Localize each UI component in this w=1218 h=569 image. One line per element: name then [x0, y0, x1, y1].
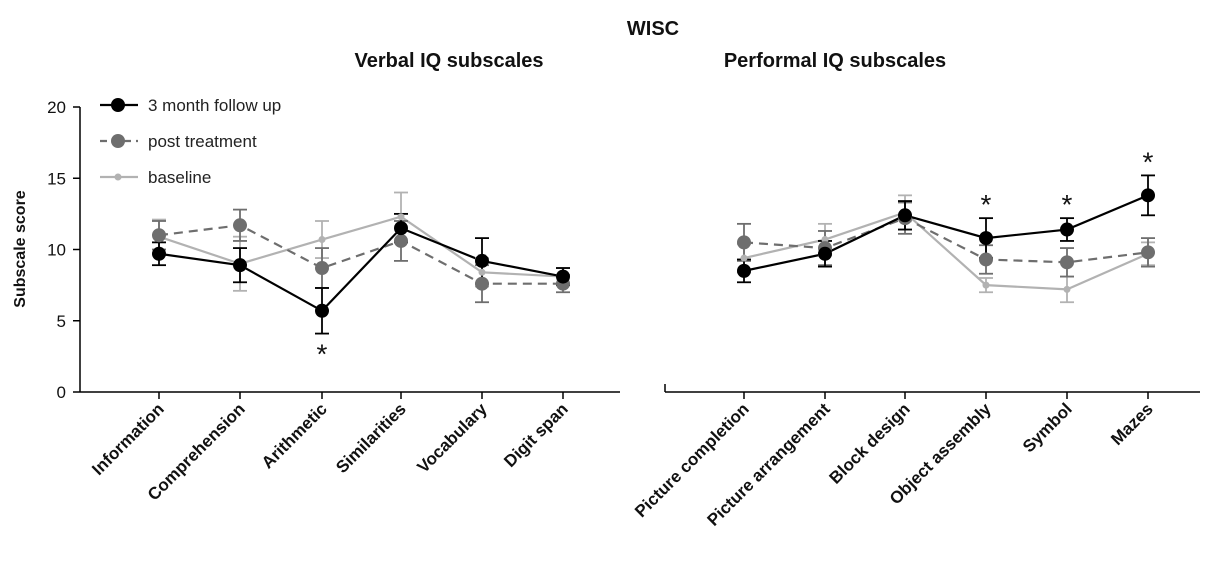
- data-point: [556, 269, 570, 284]
- legend-label: post treatment: [148, 132, 257, 151]
- data-point: [740, 254, 748, 262]
- data-point: [475, 253, 489, 268]
- x-category-label: Symbol: [1019, 399, 1076, 456]
- data-point: [821, 236, 829, 244]
- data-point: [394, 233, 408, 248]
- data-point: [1063, 285, 1071, 293]
- legend-swatch-marker: [111, 98, 125, 112]
- x-category-label: Mazes: [1107, 399, 1157, 449]
- data-point: [979, 252, 993, 267]
- data-point: [898, 208, 912, 223]
- data-point: [475, 276, 489, 291]
- y-tick-label: 15: [47, 169, 66, 188]
- series-line-0: [743, 194, 1149, 272]
- data-point: [233, 218, 247, 233]
- significance-star: *: [981, 189, 992, 220]
- y-tick-label: 0: [57, 383, 66, 402]
- series-line-2: [158, 215, 564, 278]
- series-lines: [158, 194, 1149, 313]
- data-point: [979, 231, 993, 246]
- chart-title: WISC: [627, 18, 679, 40]
- legend-swatch-marker: [111, 134, 125, 148]
- panel-subtitle-verbal: Verbal IQ subscales: [355, 50, 544, 72]
- series-line-2: [743, 211, 1149, 291]
- data-point: [315, 303, 329, 318]
- data-point: [1060, 255, 1074, 270]
- panel-subtitle-performal: Performal IQ subscales: [724, 50, 946, 72]
- data-markers: [152, 188, 1155, 318]
- significance-star: *: [1062, 189, 1073, 220]
- data-point: [152, 246, 166, 261]
- data-point: [1141, 188, 1155, 203]
- x-category-label: Vocabulary: [413, 399, 491, 477]
- legend-swatch-marker: [114, 173, 122, 181]
- data-point: [318, 236, 326, 244]
- data-point: [737, 263, 751, 278]
- data-point: [1141, 245, 1155, 260]
- axes: 0 5 10 15 20: [47, 98, 1200, 402]
- x-category-label: Similarities: [332, 399, 410, 477]
- legend: 3 month follow up post treatment baseline: [100, 96, 281, 187]
- series-line-0: [158, 226, 564, 313]
- data-point: [397, 213, 405, 221]
- data-point: [152, 228, 166, 243]
- data-point: [818, 246, 832, 261]
- data-point: [233, 258, 247, 273]
- x-category-label: Block design: [826, 399, 914, 487]
- data-point: [737, 235, 751, 250]
- x-category-label: Arithmetic: [258, 399, 331, 472]
- data-point: [1060, 222, 1074, 237]
- significance-star: *: [1143, 146, 1154, 177]
- y-tick-label: 20: [47, 98, 66, 117]
- significance-star: *: [317, 339, 328, 370]
- data-point: [478, 268, 486, 276]
- error-bars: [152, 174, 1155, 335]
- legend-label: 3 month follow up: [148, 96, 281, 115]
- y-tick-label: 10: [47, 241, 66, 260]
- significance-markers: * * * *: [317, 146, 1154, 369]
- data-point: [394, 221, 408, 236]
- y-tick-label: 5: [57, 312, 66, 331]
- data-point: [315, 261, 329, 276]
- legend-label: baseline: [148, 168, 211, 187]
- series-line-1: [158, 224, 563, 285]
- y-axis-label: Subscale score: [12, 190, 29, 308]
- data-point: [982, 281, 990, 289]
- series-line-1: [743, 216, 1149, 264]
- x-category-label: Information: [88, 399, 168, 479]
- x-category-label: Digit span: [500, 399, 572, 471]
